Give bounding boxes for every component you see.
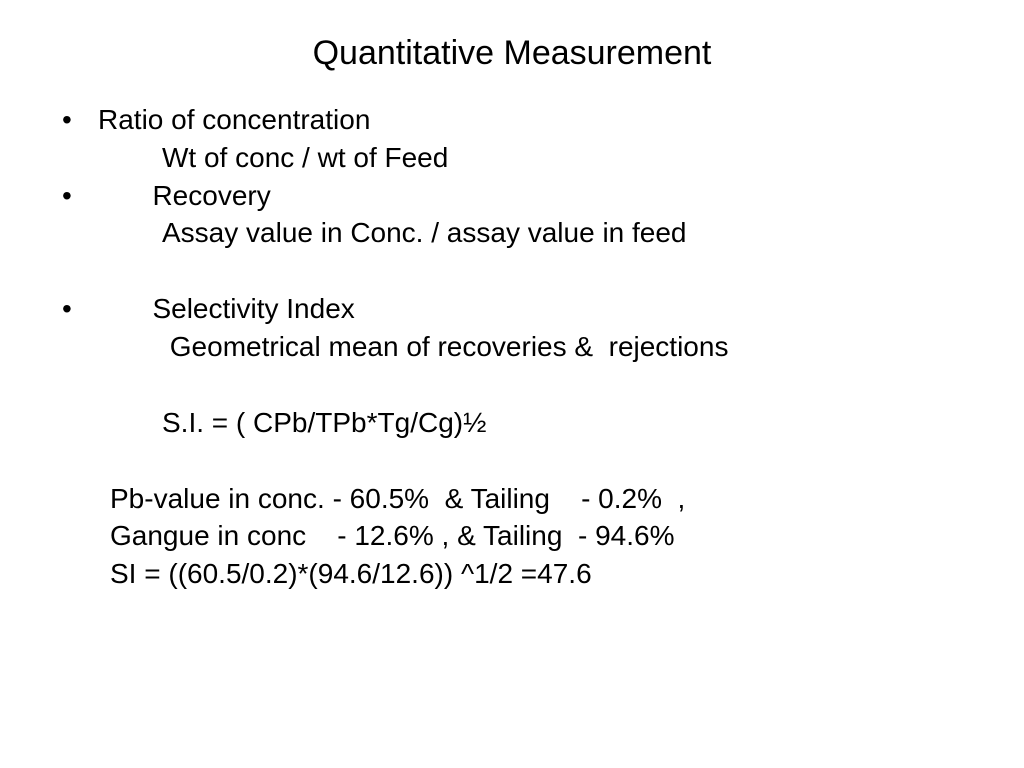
text-pb-value: Pb-value in conc. - 60.5% & Tailing - 0.… xyxy=(50,480,974,518)
bullet-ratio: • Ratio of concentration xyxy=(50,101,974,139)
text-ratio: Ratio of concentration xyxy=(98,101,974,139)
text-si-formula: S.I. = ( CPb/TPb*Tg/Cg)½ xyxy=(50,404,974,442)
slide-body: • Ratio of concentration Wt of conc / wt… xyxy=(50,101,974,593)
text-gangue: Gangue in conc - 12.6% , & Tailing - 94.… xyxy=(50,517,974,555)
text-recovery-def: Assay value in Conc. / assay value in fe… xyxy=(50,214,974,252)
slide: Quantitative Measurement • Ratio of conc… xyxy=(0,0,1024,768)
slide-title: Quantitative Measurement xyxy=(50,34,974,73)
text-si-calc: SI = ((60.5/0.2)*(94.6/12.6)) ^1/2 =47.6 xyxy=(50,555,974,593)
text-selectivity: Selectivity Index xyxy=(98,290,974,328)
text-ratio-def: Wt of conc / wt of Feed xyxy=(50,139,974,177)
bullet-recovery: • Recovery xyxy=(50,177,974,215)
bullet-dot-icon: • xyxy=(50,290,98,328)
spacer xyxy=(50,366,974,404)
text-recovery: Recovery xyxy=(98,177,974,215)
spacer xyxy=(50,442,974,480)
bullet-selectivity: • Selectivity Index xyxy=(50,290,974,328)
bullet-dot-icon: • xyxy=(50,101,98,139)
text-selectivity-def: Geometrical mean of recoveries & rejecti… xyxy=(50,328,974,366)
spacer xyxy=(50,252,974,290)
bullet-dot-icon: • xyxy=(50,177,98,215)
